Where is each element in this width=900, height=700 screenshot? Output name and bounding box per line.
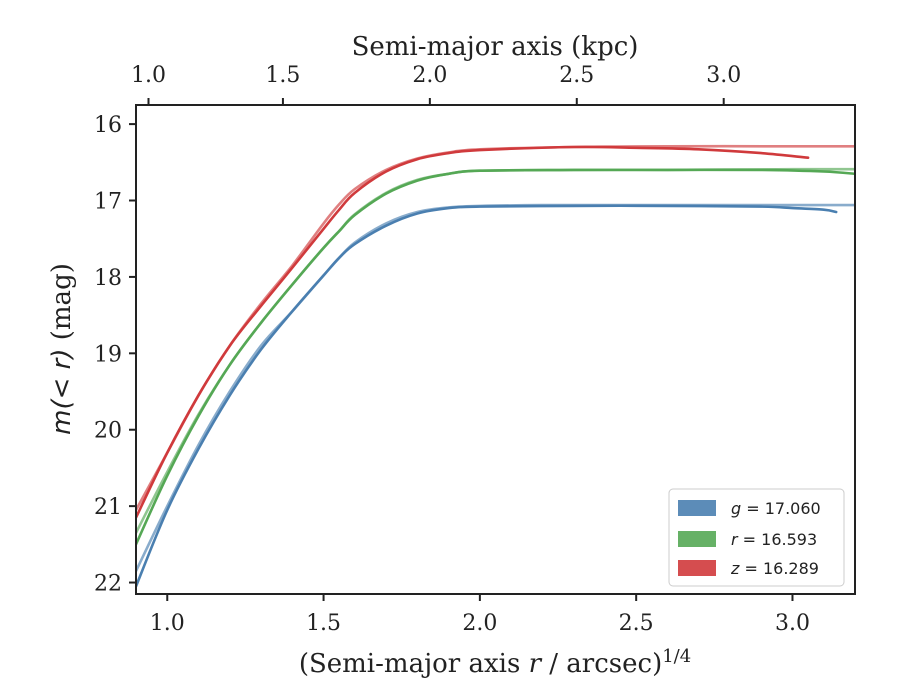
top-tick-label: 2.5 [559, 63, 594, 88]
y-tick-label: 16 [94, 113, 122, 138]
x-axis-title-var: r [529, 649, 543, 679]
measured-curve-g [136, 204, 838, 588]
y-axis-title: m(< r) (mag) [47, 263, 77, 435]
x-axis-title-post: / arcsec) [541, 649, 662, 679]
top-tick-label: 1.0 [131, 63, 166, 88]
legend-label-r: r = 16.593 [731, 530, 817, 549]
legend-label-r-var: r [731, 530, 739, 549]
legend-label-z: z = 16.289 [730, 559, 819, 578]
y-tick-label: 17 [94, 190, 122, 215]
y-tick-label: 19 [94, 342, 122, 367]
x-tick-label: 1.5 [306, 611, 341, 636]
legend-swatch-g [678, 500, 716, 516]
x-axis-title-pre: (Semi-major axis [299, 649, 529, 679]
top-tick-label: 3.0 [706, 63, 741, 88]
top-axis: 1.0 1.5 2.0 2.5 3.0 [131, 63, 741, 105]
top-tick-label: 1.5 [265, 63, 300, 88]
y-axis-title-unit: (mag) [47, 263, 77, 348]
legend-label-g-value: = 17.060 [741, 499, 821, 518]
legend: g = 17.060 r = 16.593 z = 16.289 [668, 488, 845, 587]
legend-label-z-value: = 16.289 [739, 559, 819, 578]
curve-layer [136, 144, 855, 588]
y-axis-title-math: m(< r) [47, 349, 77, 435]
x-tick-label: 2.0 [462, 611, 497, 636]
legend-label-z-var: z [730, 559, 740, 578]
legend-swatch-z [678, 560, 716, 576]
y-tick-label: 18 [94, 266, 122, 291]
x-tick-label: 2.5 [619, 611, 654, 636]
plot-frame [135, 104, 856, 595]
measured-curve-z [136, 145, 810, 519]
x-tick-label: 1.0 [150, 611, 185, 636]
legend-label-r-value: = 16.593 [738, 530, 818, 549]
bottom-axis: 1.0 1.5 2.0 2.5 3.0 [150, 594, 810, 636]
top-axis-title: Semi-major axis (kpc) [352, 32, 639, 62]
x-axis-title: (Semi-major axis r / arcsec)1/4 [299, 646, 691, 679]
y-tick-label: 20 [94, 419, 122, 444]
legend-label-g: g = 17.060 [731, 499, 821, 518]
y-tick-label: 22 [94, 572, 122, 597]
legend-label-g-var: g [731, 499, 741, 518]
x-tick-label: 3.0 [775, 611, 810, 636]
x-axis-title-exponent: 1/4 [662, 646, 691, 667]
left-axis: 16 17 18 19 20 21 22 [94, 113, 136, 597]
measured-curve-r [136, 168, 855, 546]
legend-swatch-r [678, 531, 716, 547]
top-tick-label: 2.0 [412, 63, 447, 88]
y-tick-label: 21 [94, 495, 122, 520]
